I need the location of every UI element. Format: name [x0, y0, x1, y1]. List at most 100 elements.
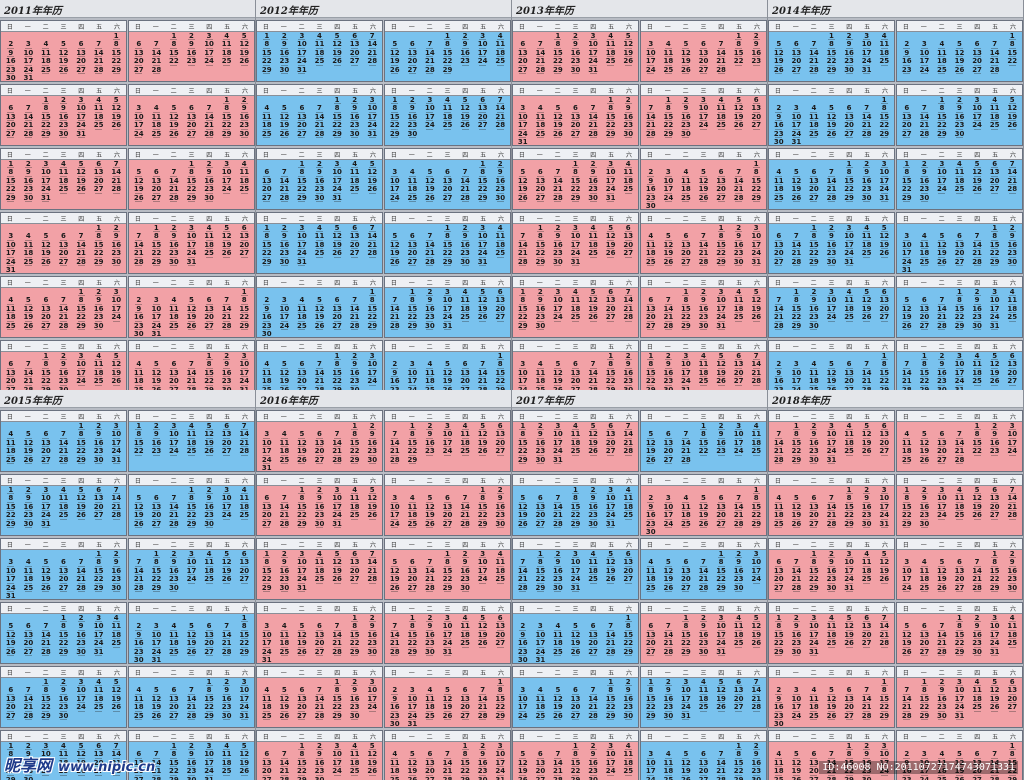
- weekday-label: 六: [1009, 23, 1016, 31]
- weekday-label: 五: [224, 477, 231, 485]
- day-cell: 19: [107, 695, 125, 704]
- day-cell: 1: [823, 32, 841, 41]
- day-cell: 14: [107, 494, 125, 504]
- day-cell: 30: [276, 584, 294, 593]
- day-cell: 8: [491, 360, 509, 370]
- day-cell: 2: [1003, 550, 1021, 559]
- weekday-label: 三: [444, 605, 451, 613]
- day-cell: 26: [2, 648, 20, 657]
- day-cell: 22: [37, 377, 55, 386]
- day-cell: 18: [602, 49, 620, 58]
- day-cell: 1: [474, 486, 492, 495]
- day-cell: 10: [328, 168, 346, 178]
- day-cell: 28: [311, 130, 329, 139]
- day-cell: 19: [72, 177, 90, 186]
- weekday-label: 五: [224, 151, 231, 159]
- day-cell: 8: [602, 686, 620, 696]
- day-cell: 2: [165, 550, 183, 559]
- day-cell: 1: [747, 486, 765, 495]
- day-cell: 30: [619, 712, 637, 721]
- day-cell: 24: [660, 520, 678, 529]
- day-cell: 10: [602, 494, 620, 504]
- day-cell: 12: [72, 168, 90, 178]
- weekday-label: 五: [736, 279, 743, 287]
- day-empty: [549, 678, 567, 686]
- day-cell: 26: [200, 447, 218, 456]
- day-cell: 15: [72, 439, 90, 448]
- weekday-label: 日: [134, 87, 141, 95]
- day-empty: [677, 160, 695, 168]
- day-cell: 13: [619, 558, 637, 568]
- day-empty: [293, 422, 311, 430]
- day-empty: [695, 224, 713, 232]
- month-block-12: 日一二三四五六 1 2 3 4 5 6 7 8 9 10 11 12 13 14 15 16 17 18 19 20 21…: [128, 340, 255, 390]
- day-cell: 25: [55, 511, 73, 520]
- day-cell: 25: [311, 57, 329, 66]
- weekday-label: 三: [956, 669, 963, 677]
- day-cell: 20: [328, 313, 346, 322]
- day-cell: 5: [823, 104, 841, 114]
- day-cell: 28: [474, 712, 492, 721]
- month-block-11: 日一二三四五六 1 2 3 4 5 6 7 8 9 10 11 12 13 14 15 16 17 18 19 20 21…: [768, 730, 895, 780]
- weekday-label: 日: [262, 87, 269, 95]
- day-cell: 22: [986, 575, 1004, 584]
- day-cell: 2: [421, 422, 439, 431]
- day-cell: 20: [660, 447, 678, 456]
- day-cell: 29: [532, 258, 550, 267]
- day-cell: 19: [404, 767, 422, 776]
- weekday-header: 日一二三四五六: [641, 731, 766, 742]
- month-block-11: 日一二三四五六 1 2 3 4 5 6 7 8 9 10 11 12 13 14 15 16 17 18 19 20 21…: [512, 340, 639, 390]
- day-cell: 23: [660, 703, 678, 712]
- day-cell: 9: [130, 631, 148, 640]
- day-cell: 5: [858, 422, 876, 431]
- weekday-label: 一: [24, 215, 31, 223]
- day-cell: 20: [72, 57, 90, 66]
- day-cell: 30: [695, 648, 713, 657]
- day-cell: 17: [363, 113, 381, 122]
- day-cell: 19: [602, 241, 620, 250]
- day-cell: 16: [258, 313, 276, 322]
- day-cell: 28: [747, 703, 765, 712]
- day-cell: 23: [218, 377, 236, 386]
- day-cell: 26: [386, 584, 404, 593]
- day-cell: 4: [183, 422, 201, 431]
- day-cell: 30: [165, 258, 183, 267]
- day-cell: 19: [148, 377, 166, 386]
- day-cell: 5: [130, 494, 148, 504]
- day-cell: 28: [823, 520, 841, 529]
- day-cell: 9: [968, 296, 986, 306]
- weekday-label: 四: [206, 605, 213, 613]
- weekday-label: 二: [938, 605, 945, 613]
- weekday-label: 一: [24, 23, 31, 31]
- day-empty: [677, 550, 695, 558]
- day-empty: [2, 550, 20, 558]
- day-empty: [788, 486, 806, 494]
- day-cell: 1: [346, 614, 364, 623]
- day-empty: [677, 32, 695, 40]
- weekday-label: 一: [664, 733, 671, 741]
- weekday-label: 六: [1009, 669, 1016, 677]
- day-cell: 29: [805, 258, 823, 267]
- weekday-label: 日: [646, 605, 653, 613]
- day-cell: 24: [788, 130, 806, 139]
- day-cell: 2: [258, 296, 276, 306]
- day-cell: 2: [72, 614, 90, 623]
- day-cell: 5: [788, 168, 806, 178]
- day-cell: 3: [805, 614, 823, 623]
- day-cell: 10: [549, 296, 567, 306]
- day-cell: 31: [258, 656, 276, 663]
- day-empty: [20, 224, 38, 232]
- weekday-label: 二: [426, 541, 433, 549]
- day-grid: 1 2 3 4 5 6 7 8 9 10 11 12 13 14 15 16 17 18 19 20 21 22 23 24 2…: [769, 742, 894, 780]
- day-cell: 25: [55, 767, 73, 776]
- day-cell: 11: [532, 113, 550, 122]
- day-cell: 28: [933, 322, 951, 331]
- day-cell: 9: [2, 49, 20, 58]
- weekday-label: 二: [170, 541, 177, 549]
- weekday-label: 四: [974, 215, 981, 223]
- day-cell: 25: [770, 776, 788, 780]
- day-cell: 11: [695, 360, 713, 370]
- weekday-label: 三: [60, 605, 67, 613]
- day-empty: [130, 32, 148, 40]
- day-cell: 9: [200, 494, 218, 504]
